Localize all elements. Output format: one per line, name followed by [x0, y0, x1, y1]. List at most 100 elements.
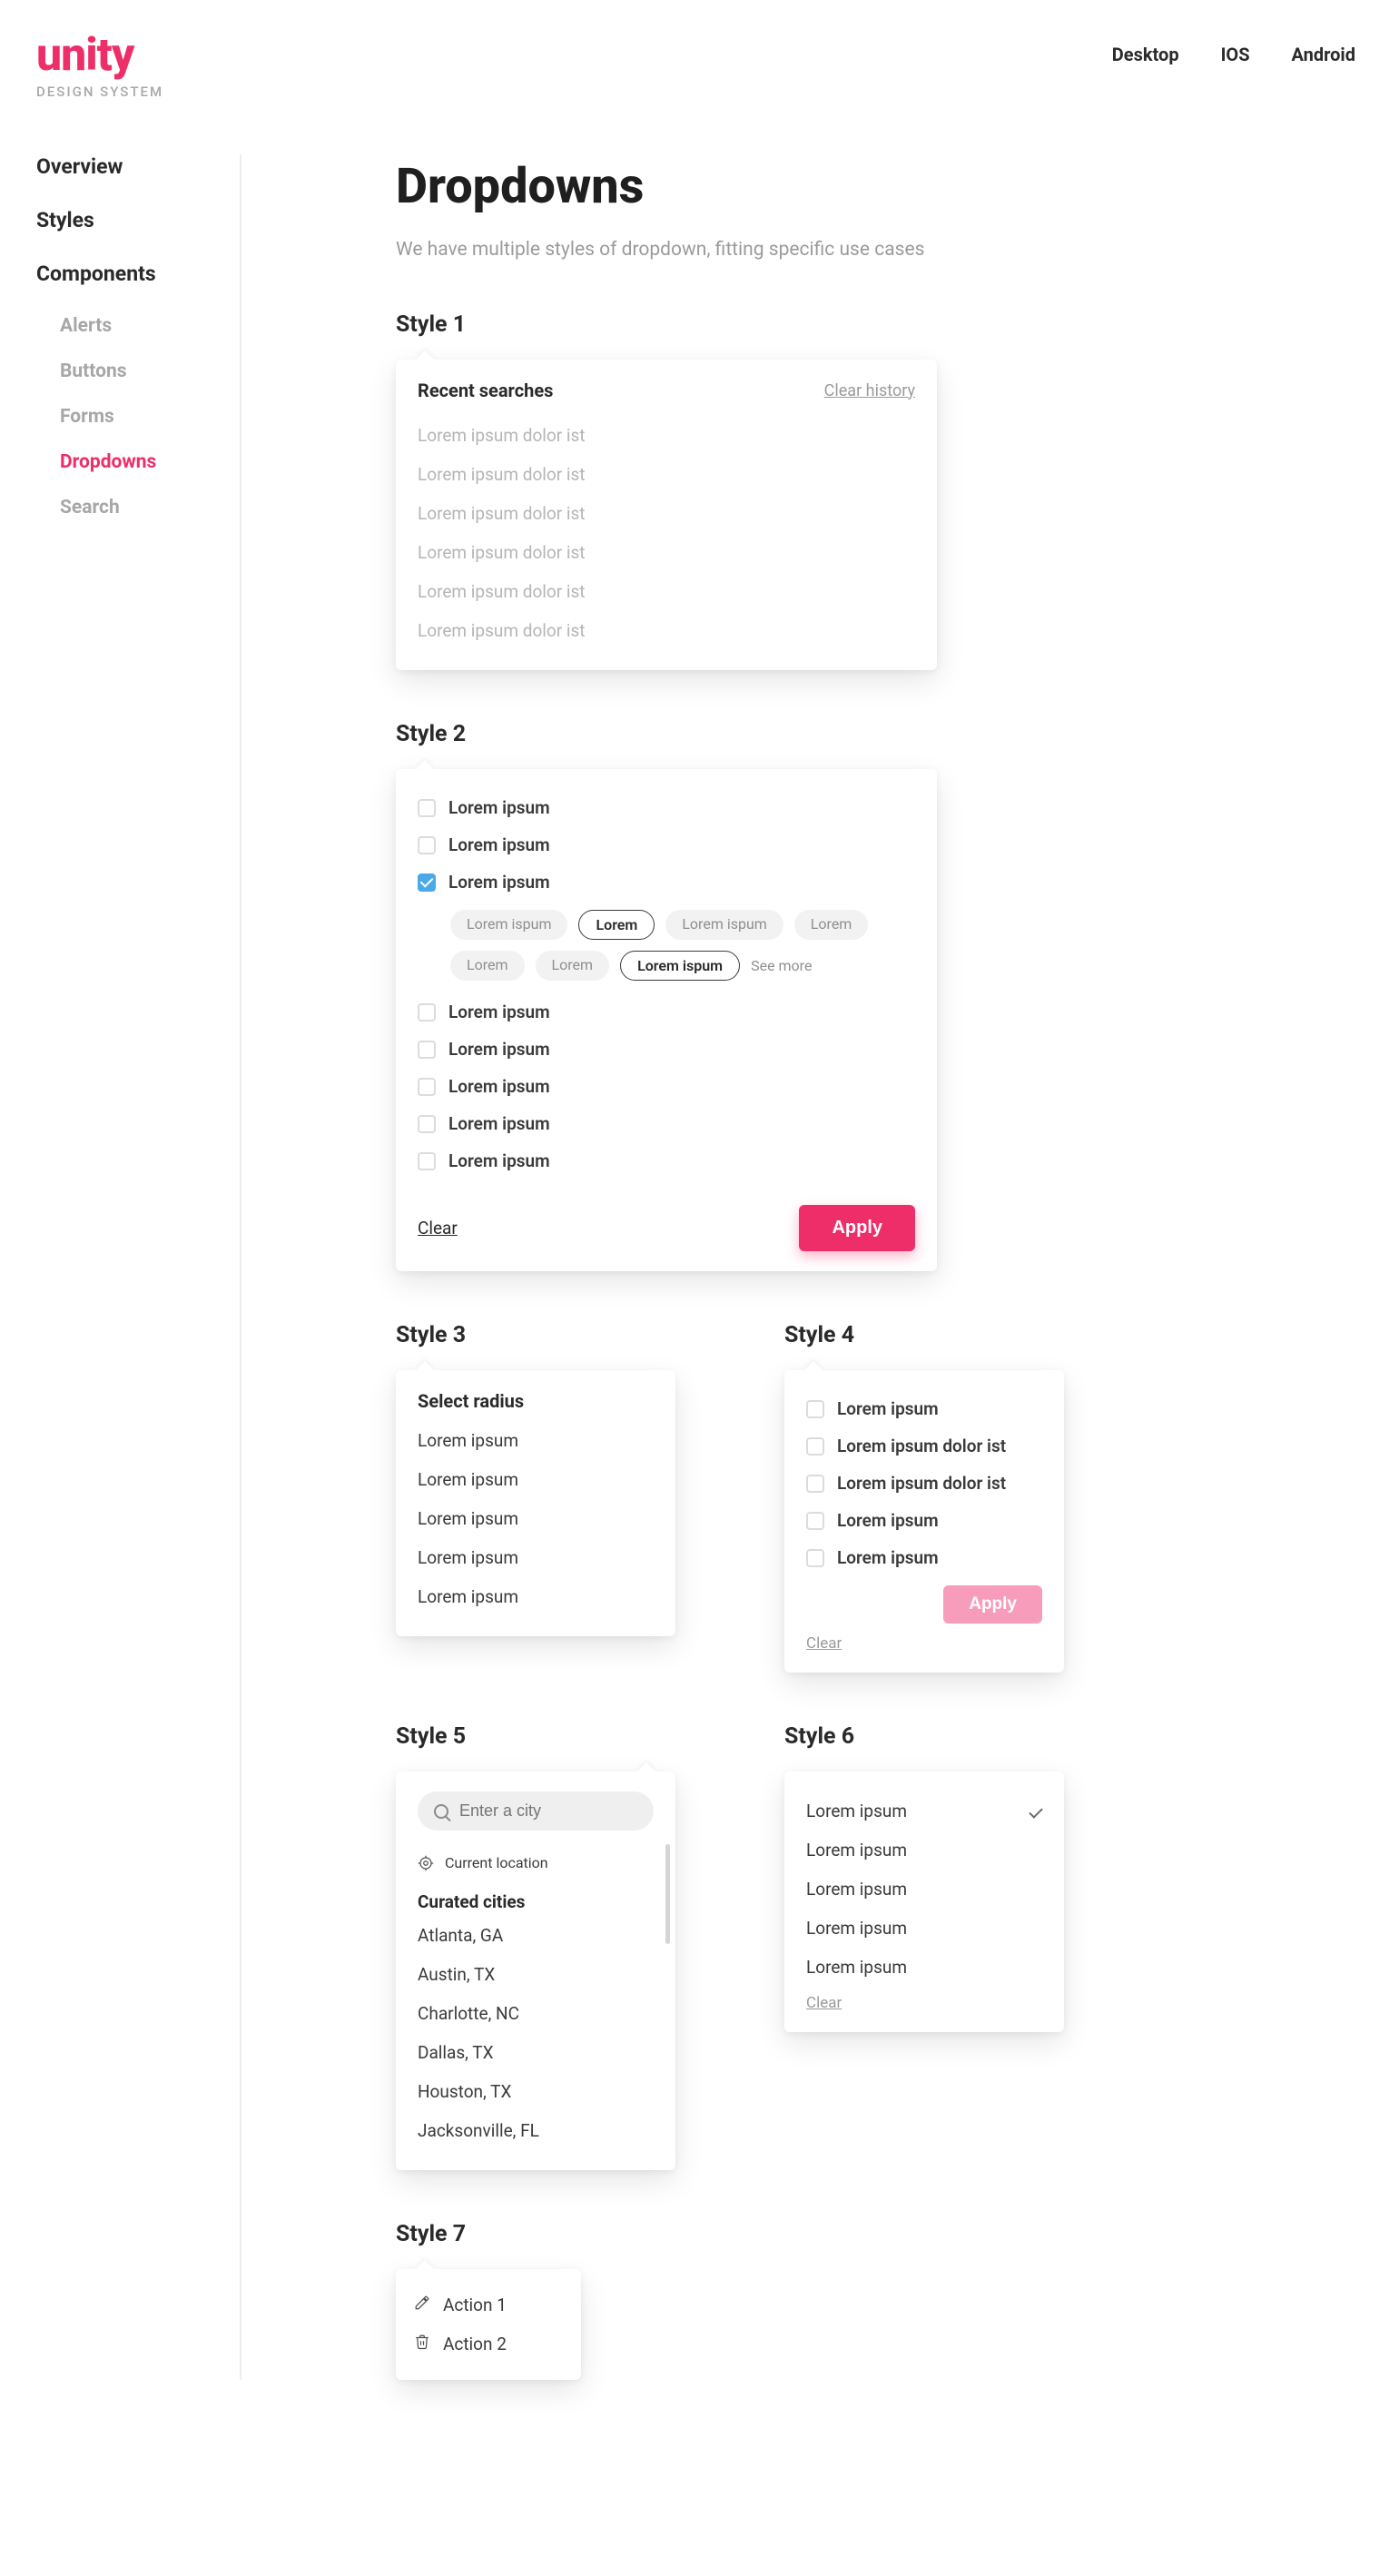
filter-checkbox-row[interactable]: Lorem ipsum dolor ist — [806, 1427, 1042, 1465]
action-label: Action 1 — [443, 2295, 507, 2315]
current-location-row[interactable]: Current location — [418, 1845, 654, 1880]
filter-checkbox-row[interactable]: Lorem ipsum — [418, 993, 915, 1031]
style6-clear-link[interactable]: Clear — [806, 1994, 842, 2012]
style4-clear-link[interactable]: Clear — [806, 1634, 842, 1653]
checkbox[interactable] — [806, 1437, 824, 1456]
filter-pill[interactable]: Lorem — [450, 951, 525, 981]
radius-option[interactable]: Lorem ipsum — [418, 1538, 654, 1577]
style6-card: Lorem ipsum Lorem ipsum Lorem ipsum Lorem i… — [784, 1772, 1064, 2032]
style4-apply-button[interactable]: Apply — [943, 1585, 1042, 1624]
sidebar-item-dropdowns[interactable]: Dropdowns — [60, 451, 222, 473]
city-option[interactable]: Austin, TX — [418, 1955, 654, 1994]
checkbox[interactable] — [418, 799, 436, 817]
checkbox[interactable] — [806, 1475, 824, 1493]
city-option[interactable]: Atlanta, GA — [418, 1916, 654, 1955]
filter-pill[interactable]: Lorem ispum — [620, 951, 740, 981]
filter-checkbox-row[interactable]: Lorem ipsum dolor ist — [806, 1465, 1042, 1502]
city-option[interactable]: Dallas, TX — [418, 2033, 654, 2072]
recent-search-item[interactable]: Lorem ipsum dolor ist — [418, 494, 915, 533]
select-option-label: Lorem ipsum — [806, 1879, 907, 1900]
pencil-icon — [414, 2295, 430, 2315]
sidebar-item-forms[interactable]: Forms — [60, 406, 222, 428]
checkbox[interactable] — [806, 1549, 824, 1567]
page-subtitle: We have multiple styles of dropdown, fit… — [396, 239, 1240, 261]
checkbox-label: Lorem ipsum — [837, 1398, 939, 1419]
sidebar-item-buttons[interactable]: Buttons — [60, 360, 222, 382]
select-option-label: Lorem ipsum — [806, 1957, 907, 1978]
filter-pill[interactable]: Lorem ispum — [450, 910, 567, 940]
checkbox-label: Lorem ipsum — [837, 1510, 939, 1531]
city-option[interactable]: Jacksonville, FL — [418, 2111, 654, 2150]
action-item[interactable]: Action 2 — [414, 2324, 563, 2364]
scrollbar[interactable] — [665, 1844, 670, 1944]
filter-checkbox-row[interactable]: Lorem ipsum — [806, 1502, 1042, 1539]
filter-checkbox-row[interactable]: Lorem ipsum — [418, 864, 915, 901]
select-option[interactable]: Lorem ipsum — [806, 1948, 1042, 1987]
select-option[interactable]: Lorem ipsum — [806, 1909, 1042, 1948]
radius-option[interactable]: Lorem ipsum — [418, 1460, 654, 1499]
see-more-link[interactable]: See more — [751, 957, 812, 974]
city-search-input[interactable] — [458, 1801, 672, 1821]
checkbox-label: Lorem ipsum — [448, 1002, 550, 1022]
tab-android[interactable]: Android — [1292, 44, 1355, 65]
checkbox[interactable] — [418, 836, 436, 854]
style7-heading: Style 7 — [396, 2221, 1240, 2247]
checkbox[interactable] — [418, 1115, 436, 1133]
filter-checkbox-row[interactable]: Lorem ipsum — [418, 1142, 915, 1179]
filter-checkbox-row[interactable]: Lorem ipsum — [418, 1068, 915, 1105]
checkbox-label: Lorem ipsum — [448, 834, 550, 855]
checkbox[interactable] — [418, 1041, 436, 1059]
style4-card: Lorem ipsumLorem ipsum dolor istLorem ip… — [784, 1370, 1064, 1673]
filter-checkbox-row[interactable]: Lorem ipsum — [418, 789, 915, 826]
style1-card: Recent searches Clear history Lorem ipsu… — [396, 360, 937, 670]
checkbox[interactable] — [806, 1400, 824, 1418]
filter-checkbox-row[interactable]: Lorem ipsum — [418, 826, 915, 864]
style5-card: Current location Curated cities Atlanta,… — [396, 1772, 675, 2170]
recent-search-item[interactable]: Lorem ipsum dolor ist — [418, 611, 915, 650]
sidebar-item-overview[interactable]: Overview — [36, 154, 222, 179]
filter-checkbox-row[interactable]: Lorem ipsum — [418, 1031, 915, 1068]
action-item[interactable]: Action 1 — [414, 2285, 563, 2324]
filter-checkbox-row[interactable]: Lorem ipsum — [418, 1105, 915, 1142]
clear-history-link[interactable]: Clear history — [824, 381, 915, 400]
page-title: Dropdowns — [396, 158, 1240, 215]
style2-apply-button[interactable]: Apply — [799, 1205, 915, 1251]
recent-search-item[interactable]: Lorem ipsum dolor ist — [418, 533, 915, 572]
city-search-box[interactable] — [418, 1791, 654, 1831]
style5-heading: Style 5 — [396, 1723, 675, 1750]
radius-option[interactable]: Lorem ipsum — [418, 1577, 654, 1616]
tab-desktop[interactable]: Desktop — [1112, 44, 1179, 65]
checkbox[interactable] — [806, 1512, 824, 1530]
city-option[interactable]: Houston, TX — [418, 2072, 654, 2111]
style1-card-title: Recent searches — [418, 380, 553, 401]
select-option-label: Lorem ipsum — [806, 1801, 907, 1821]
checkbox[interactable] — [418, 1003, 436, 1022]
filter-pill[interactable]: Lorem — [794, 910, 869, 940]
checkbox[interactable] — [418, 1078, 436, 1096]
filter-pill[interactable]: Lorem — [578, 910, 655, 940]
radius-option[interactable]: Lorem ipsum — [418, 1421, 654, 1460]
sidebar-item-styles[interactable]: Styles — [36, 208, 222, 232]
checkbox-label: Lorem ipsum — [837, 1547, 939, 1568]
sidebar-item-components[interactable]: Components — [36, 262, 222, 286]
checkbox[interactable] — [418, 873, 436, 892]
style1-heading: Style 1 — [396, 311, 1240, 338]
city-option[interactable]: Charlotte, NC — [418, 1994, 654, 2033]
recent-search-item[interactable]: Lorem ipsum dolor ist — [418, 455, 915, 494]
style2-clear-link[interactable]: Clear — [418, 1218, 458, 1239]
select-option[interactable]: Lorem ipsum — [806, 1870, 1042, 1909]
select-option[interactable]: Lorem ipsum — [806, 1791, 1042, 1831]
select-option[interactable]: Lorem ipsum — [806, 1831, 1042, 1870]
logo-block: unity DESIGN SYSTEM — [36, 33, 163, 100]
tab-ios[interactable]: IOS — [1221, 44, 1250, 65]
radius-option[interactable]: Lorem ipsum — [418, 1499, 654, 1538]
recent-search-item[interactable]: Lorem ipsum dolor ist — [418, 416, 915, 455]
recent-search-item[interactable]: Lorem ipsum dolor ist — [418, 572, 915, 611]
checkbox[interactable] — [418, 1152, 436, 1170]
filter-pill[interactable]: Lorem — [536, 951, 610, 981]
filter-checkbox-row[interactable]: Lorem ipsum — [806, 1539, 1042, 1576]
filter-pill[interactable]: Lorem ispum — [665, 910, 783, 940]
filter-checkbox-row[interactable]: Lorem ipsum — [806, 1390, 1042, 1427]
sidebar-item-search[interactable]: Search — [60, 497, 222, 518]
sidebar-item-alerts[interactable]: Alerts — [60, 315, 222, 337]
